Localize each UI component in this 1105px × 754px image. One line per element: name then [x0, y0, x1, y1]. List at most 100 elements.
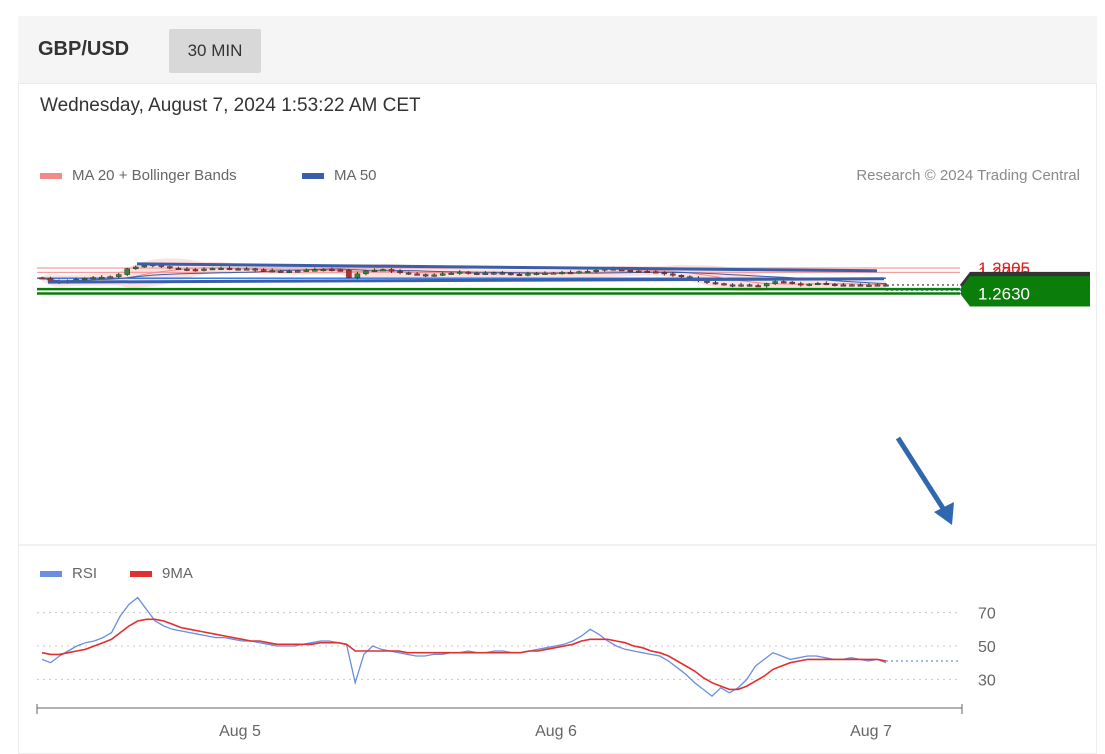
candle-body	[883, 284, 889, 287]
candle-body	[687, 276, 693, 279]
x-tick-label: Aug 5	[219, 723, 261, 740]
candle-body	[167, 266, 173, 269]
candle-body	[729, 284, 736, 287]
candle-body	[175, 267, 182, 270]
legend-rsi-ma: 9MA	[130, 565, 193, 582]
ma20-swatch	[40, 172, 62, 179]
candle-body	[670, 273, 676, 276]
legend-ma20: MA 20 + Bollinger Bands	[40, 167, 237, 184]
candle-body	[857, 284, 864, 287]
rsi-ma-line	[41, 618, 887, 691]
candle-body	[39, 277, 45, 280]
candle-body	[627, 269, 633, 272]
candle-body	[533, 272, 540, 275]
candle-body	[456, 271, 463, 274]
instrument-title: GBP/USD	[38, 38, 130, 60]
candle-body	[550, 272, 557, 275]
candle-body	[755, 285, 761, 288]
candle-body	[567, 272, 574, 275]
candle-body	[721, 283, 727, 286]
candle-body	[329, 269, 335, 272]
candle-body	[260, 269, 267, 272]
rsi-swatch	[40, 570, 62, 577]
candle-body	[201, 268, 207, 271]
candle-body	[439, 273, 446, 276]
candle-body	[209, 268, 216, 271]
candle-body	[124, 268, 131, 275]
upper-trendline	[136, 262, 878, 273]
candle-body	[277, 270, 284, 273]
candle-body	[448, 272, 454, 275]
candle-body	[286, 270, 292, 273]
candle-body	[525, 273, 531, 276]
candle-body	[98, 276, 105, 279]
candle-body	[397, 270, 403, 274]
candle-body	[380, 269, 386, 272]
candle-body	[133, 266, 139, 269]
timeframe-button[interactable]: 30 MIN	[169, 29, 261, 73]
candle-body	[431, 274, 437, 277]
candle-body	[806, 283, 813, 286]
candle-body	[746, 284, 753, 287]
candle-body	[576, 271, 582, 274]
candle-body	[354, 273, 361, 278]
candle-body	[508, 273, 514, 276]
candle-body	[772, 281, 778, 284]
ma20-line	[41, 267, 886, 286]
candle-body	[405, 272, 412, 275]
candle-body	[840, 284, 847, 287]
candle-body	[542, 272, 548, 275]
candle-body	[363, 270, 369, 275]
candle-body	[320, 269, 327, 272]
candle-body	[252, 268, 258, 271]
candle-body	[346, 269, 352, 278]
candle-body	[226, 267, 233, 270]
candle-body	[337, 269, 344, 272]
candle-body	[371, 269, 378, 272]
rsi-tick-label: 30	[978, 672, 996, 689]
rsi-ma-swatch	[130, 570, 152, 577]
candle-body	[516, 274, 523, 277]
candle-body	[780, 281, 787, 284]
legend-ma50-label: MA 50	[334, 167, 377, 184]
candle-body	[184, 268, 190, 271]
candle-body	[815, 283, 821, 286]
candle-body	[738, 284, 744, 287]
x-tick-label: Aug 7	[850, 723, 892, 740]
rsi-tick-label: 70	[978, 606, 996, 623]
candle-body	[192, 269, 199, 272]
legend-rsi-ma-label: 9MA	[162, 565, 193, 582]
timestamp: Wednesday, August 7, 2024 1:53:22 AM CET	[40, 95, 421, 116]
candle-body	[312, 269, 318, 272]
research-credit: Research © 2024 Trading Central	[856, 167, 1080, 184]
candle-body	[414, 273, 420, 276]
candle-body	[474, 272, 480, 275]
candle-body	[866, 284, 872, 287]
candle-body	[269, 270, 275, 273]
candle-body	[303, 269, 310, 272]
candle-body	[235, 268, 241, 271]
candle-body	[874, 284, 881, 287]
legend-rsi: RSI	[40, 565, 97, 582]
forecast-arrow-shaft	[895, 436, 949, 515]
candle-body	[849, 284, 855, 287]
bollinger-band	[42, 258, 886, 292]
candle-body	[661, 272, 668, 275]
candle-body	[678, 275, 685, 278]
price-tag-label: 1.2630	[978, 284, 1030, 303]
candle-body	[465, 271, 472, 274]
rsi-tick-label: 50	[978, 639, 996, 656]
candle-body	[789, 281, 795, 284]
legend-ma20-label: MA 20 + Bollinger Bands	[72, 167, 237, 184]
candle-body	[73, 278, 79, 281]
candle-body	[141, 265, 148, 268]
candle-body	[653, 271, 659, 274]
forecast-arrow-head	[934, 502, 954, 525]
candle-body	[593, 269, 599, 272]
candle-body	[115, 274, 122, 277]
candle-body	[491, 272, 497, 275]
rsi-line	[41, 596, 887, 697]
candle-body	[218, 267, 224, 270]
candle-body	[823, 283, 830, 286]
